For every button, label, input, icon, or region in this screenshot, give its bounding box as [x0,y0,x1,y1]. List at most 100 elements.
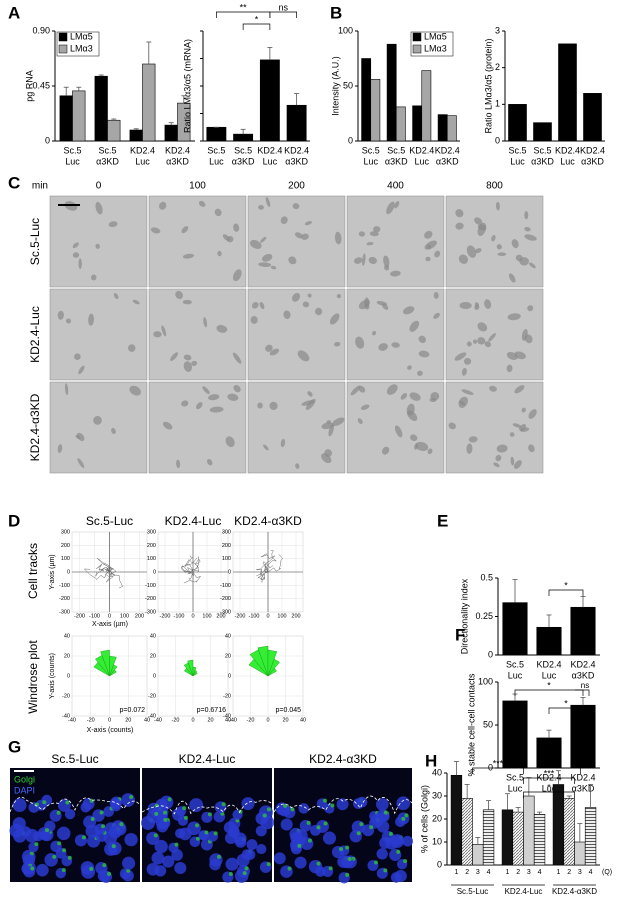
cell [458,396,468,408]
cell [280,216,288,225]
nucleus [256,843,267,855]
bar [570,704,596,769]
p-value: p=0.072 [120,707,146,714]
condition-title: Sc.5-Luc [51,752,98,766]
golgi [316,825,321,830]
y-tick-label: 100 [147,556,156,562]
cell [72,252,80,258]
x-tick-label: -200 [159,613,170,619]
legend-swatch [58,44,68,54]
golgi [81,835,86,840]
error-bar [526,777,532,796]
cell [333,341,341,347]
golgi [67,855,72,860]
x-tick-label: 20 [125,717,131,723]
y-tick-label: -300 [59,609,70,615]
x-tick-label: Luc [508,670,523,680]
y-axis-label: % stable cell-cell contacts [466,673,476,777]
cell [111,427,116,434]
cell [232,269,242,282]
golgi [34,842,39,847]
y-tick-label: 20 [225,653,231,659]
cell [394,425,403,438]
y-tick-label: 0.5 [480,572,493,582]
x-tick-label: Sc.5 [63,145,81,155]
cell [304,221,312,226]
cell [175,290,183,300]
cell [288,256,297,265]
error-bar [76,86,82,91]
nucleus [32,831,44,842]
nucleus [396,796,411,811]
nucleus [56,826,71,841]
bar-label: 2 [516,869,520,876]
golgi [369,825,374,830]
x-tick-label: KD2.4 [580,145,605,155]
nucleus [336,798,349,811]
row-label: KD2.4-Luc [28,306,42,363]
error-bar [515,807,521,813]
cell [458,254,469,264]
golgi [167,797,172,802]
golgi [242,871,247,876]
cell [127,344,136,352]
cell [249,239,262,249]
legend-swatch [412,32,422,42]
y-tick-label: 20 [150,653,156,659]
windrose-wedge [109,669,117,677]
time-label: 100 [189,181,206,192]
x-tick-label: Luc [560,156,575,166]
cell [357,418,363,425]
x-tick-label: -20 [172,717,180,723]
nucleus [36,863,49,877]
bar-label: 4 [589,869,593,876]
x-tick-label: Luc [510,156,525,166]
wound-edge [273,795,413,815]
cell [509,432,515,437]
y-tick-label: 300 [147,529,156,535]
y-tick-label: -100 [220,583,231,589]
cell-track [180,557,198,573]
cell [459,302,472,310]
cell [407,365,412,370]
golgi [262,813,267,818]
x-tick-label: Sc.5 [506,659,524,669]
nucleus [298,803,310,814]
y-tick-label: -20 [62,693,70,699]
x-tick-label: α3KD [96,156,119,166]
cell [474,217,483,225]
cell [129,385,141,396]
cell [295,232,303,239]
bar [72,90,86,142]
cell [209,406,224,413]
wound-edge [9,796,141,813]
nucleus [187,821,201,836]
y-tick-label: 300 [222,529,231,535]
x-tick-label: -200 [234,613,245,619]
cell [418,350,430,358]
significance-bracket [548,707,584,714]
cell [386,384,398,395]
x-tick-label: KD2.4-Luc [505,887,543,896]
cell [466,443,473,454]
cell [233,223,240,232]
golgi [297,843,302,848]
cell [334,231,342,245]
row-label: Windrose plot [26,640,40,714]
x-tick-label: Sc.5 [533,145,551,155]
golgi [322,798,327,803]
bar-label: 3 [527,869,531,876]
y-tick-label: 0 [348,135,353,145]
micrograph [445,381,544,474]
golgi [129,795,134,800]
p-value: p=0.045 [276,707,302,714]
golgi [221,802,226,807]
cell [524,226,531,232]
time-label: 200 [288,181,305,192]
x-tick-label: Sc.5 [362,145,380,155]
golgi [228,872,233,877]
cell [305,398,316,410]
x-tick-label: Luc [209,156,224,166]
y-tick-label: 10 [432,836,442,846]
golgi [244,866,249,871]
